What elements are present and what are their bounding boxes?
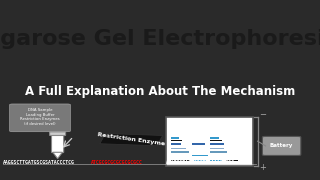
Text: ATCGCGCGCGCGCGCGCC: ATCGCGCGCGCGCGCGCC [91,160,143,165]
Text: AAGGSCTTGATGSCGSATACCCTCG: AAGGSCTTGATGSCGSATACCCTCG [3,160,75,165]
Bar [210,140,222,141]
Bar [192,143,205,145]
FancyBboxPatch shape [262,136,301,156]
Bar [166,117,253,166]
Bar [226,160,238,161]
Bar [210,137,219,139]
Text: −: − [259,111,266,120]
FancyBboxPatch shape [52,134,64,153]
Bar [171,140,182,141]
Polygon shape [53,152,62,159]
Bar [210,143,224,145]
Bar [210,148,224,149]
Bar [171,148,186,149]
Text: Agarose Gel Electrophoresis: Agarose Gel Electrophoresis [0,29,320,49]
Bar [210,160,222,161]
Bar [194,160,206,161]
Text: Restriction Enzyme: Restriction Enzyme [97,132,165,147]
Bar [171,160,190,161]
Bar [192,155,208,156]
Text: Battery: Battery [270,143,293,148]
Bar [171,137,179,139]
Bar [171,151,189,153]
Text: +: + [259,163,266,172]
Text: AAATGSTACGCGCTTAAAAAAGSC: AAATGSTACGCGCTTAAAAAAGSC [166,160,236,165]
Bar [100,134,163,146]
Text: DNA Sample
Loading Buffer
Restriction Enzymes
(if desired level): DNA Sample Loading Buffer Restriction En… [20,108,60,126]
FancyBboxPatch shape [10,104,70,132]
Bar [171,143,181,145]
Text: A Full Explanation About The Mechanism: A Full Explanation About The Mechanism [25,85,295,98]
Bar [210,151,227,153]
FancyBboxPatch shape [50,132,66,136]
